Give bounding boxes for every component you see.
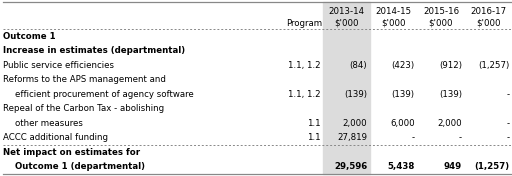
Text: 6,000: 6,000 [390, 119, 415, 128]
Text: 2014-15: 2014-15 [375, 7, 412, 16]
Text: $'000: $'000 [381, 18, 406, 27]
Text: ACCC additional funding: ACCC additional funding [3, 133, 108, 142]
Text: 27,819: 27,819 [337, 133, 368, 142]
Text: other measures: other measures [15, 119, 83, 128]
Text: (84): (84) [350, 61, 368, 70]
Text: Increase in estimates (departmental): Increase in estimates (departmental) [3, 46, 185, 55]
Text: -: - [412, 133, 415, 142]
Text: 1.1: 1.1 [307, 133, 321, 142]
Text: (912): (912) [439, 61, 462, 70]
Text: -: - [506, 119, 509, 128]
Bar [323, 2, 370, 174]
Text: (139): (139) [439, 90, 462, 99]
Text: Reforms to the APS management and: Reforms to the APS management and [3, 75, 165, 84]
Text: Outcome 1: Outcome 1 [3, 32, 55, 41]
Text: $'000: $'000 [476, 18, 501, 27]
Text: 2016-17: 2016-17 [470, 7, 506, 16]
Text: (1,257): (1,257) [478, 61, 509, 70]
Text: 1.1, 1.2: 1.1, 1.2 [288, 90, 321, 99]
Text: Outcome 1 (departmental): Outcome 1 (departmental) [15, 162, 145, 171]
Text: -: - [506, 90, 509, 99]
Text: 29,596: 29,596 [334, 162, 368, 171]
Text: efficient procurement of agency software: efficient procurement of agency software [15, 90, 194, 99]
Text: Public service efficiencies: Public service efficiencies [3, 61, 114, 70]
Text: 2013-14: 2013-14 [328, 7, 365, 16]
Text: 2,000: 2,000 [437, 119, 462, 128]
Text: 5,438: 5,438 [388, 162, 415, 171]
Text: Repeal of the Carbon Tax - abolishing: Repeal of the Carbon Tax - abolishing [3, 104, 164, 113]
Text: (423): (423) [392, 61, 415, 70]
Text: Program: Program [286, 18, 323, 27]
Text: (1,257): (1,257) [474, 162, 509, 171]
Text: 949: 949 [444, 162, 462, 171]
Text: 1.1: 1.1 [307, 119, 321, 128]
Text: -: - [459, 133, 462, 142]
Text: $'000: $'000 [334, 18, 358, 27]
Text: -: - [506, 133, 509, 142]
Text: 2015-16: 2015-16 [423, 7, 459, 16]
Text: Net impact on estimates for: Net impact on estimates for [3, 148, 140, 157]
Text: (139): (139) [345, 90, 368, 99]
Text: (139): (139) [392, 90, 415, 99]
Text: 1.1, 1.2: 1.1, 1.2 [288, 61, 321, 70]
Text: $'000: $'000 [429, 18, 453, 27]
Text: 2,000: 2,000 [343, 119, 368, 128]
